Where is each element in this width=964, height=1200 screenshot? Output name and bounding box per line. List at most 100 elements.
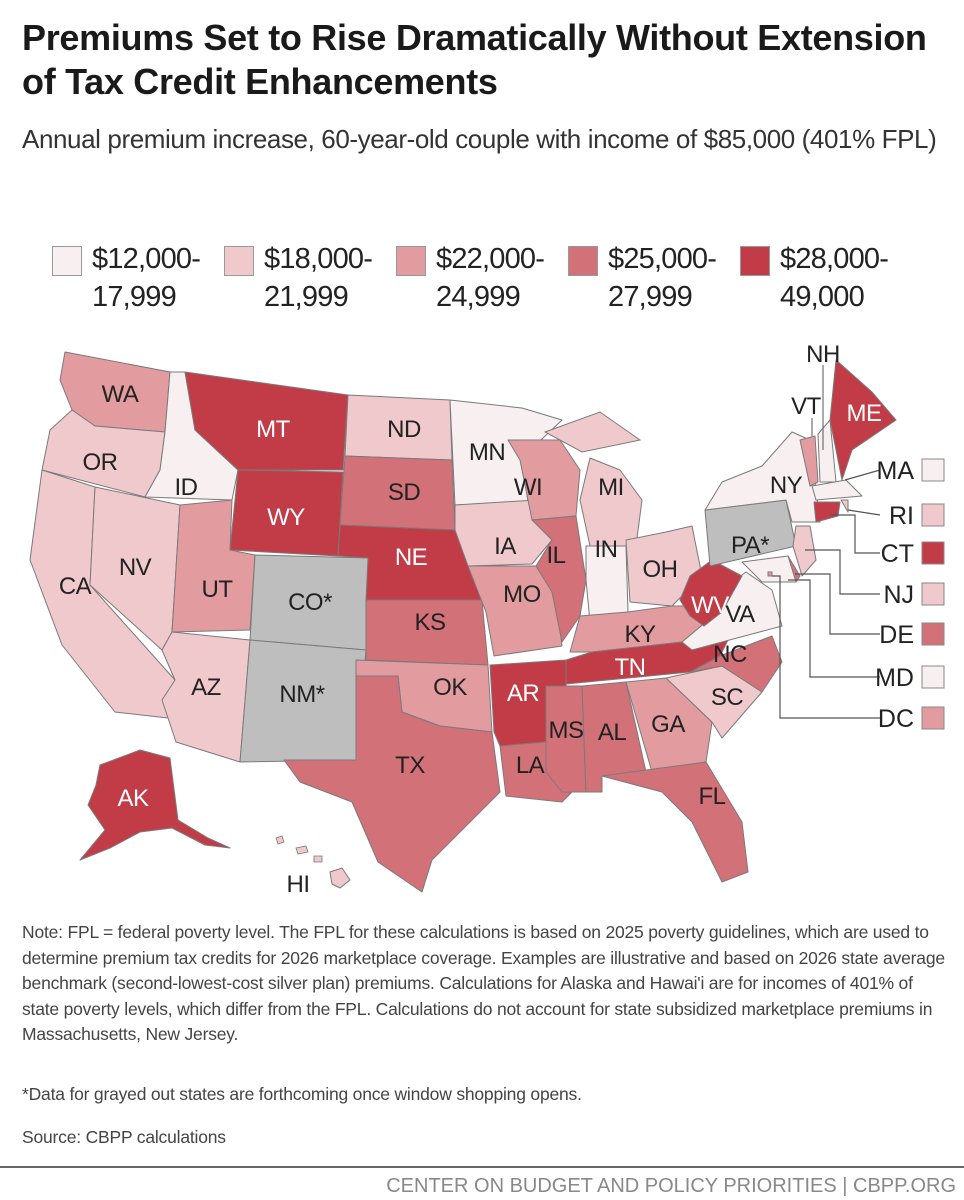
state-mi[interactable]	[579, 457, 643, 547]
legend-label: 24,999	[436, 281, 521, 313]
state-hi-island	[313, 855, 323, 863]
state-label-ky: KY	[624, 621, 656, 648]
state-label-ri: RI	[889, 502, 914, 530]
state-hi-island	[275, 835, 285, 845]
legend-label: 17,999	[92, 281, 177, 313]
state-label-nd: ND	[387, 416, 421, 443]
legend-label: $22,000-	[436, 243, 545, 275]
legend-item-5: $28,000- 49,000	[740, 240, 912, 316]
legend-swatch	[396, 246, 426, 276]
state-label-ga: GA	[651, 711, 685, 738]
state-label-nj: NJ	[883, 581, 914, 609]
state-label-il: IL	[546, 542, 565, 569]
state-label-la: LA	[516, 752, 545, 779]
state-il[interactable]	[531, 515, 587, 643]
swatch-ma	[921, 458, 945, 482]
state-label-de: DE	[879, 621, 914, 649]
state-label-tn: TN	[615, 654, 646, 681]
state-label-tx: TX	[395, 752, 425, 779]
state-label-wa: WA	[102, 381, 139, 408]
chart-title: Premiums Set to Rise Dramatically Withou…	[22, 17, 927, 102]
leader-line-ri	[847, 509, 881, 516]
state-label-oh: OH	[643, 556, 678, 583]
state-label-fl: FL	[698, 783, 725, 810]
swatch-de	[921, 622, 945, 646]
state-dc[interactable]	[767, 571, 773, 577]
state-label-az: AZ	[191, 674, 221, 701]
state-label-wi: WI	[514, 474, 542, 501]
state-label-ak: AK	[117, 785, 149, 812]
state-label-or: OR	[83, 449, 118, 476]
state-label-ma: MA	[877, 457, 915, 485]
state-label-va: VA	[725, 601, 755, 628]
swatch-dc	[921, 706, 945, 730]
state-vt[interactable]	[799, 435, 819, 487]
state-md[interactable]	[741, 555, 797, 583]
legend-item-2: $18,000- 21,999	[224, 240, 396, 316]
legend-label: $12,000-	[92, 243, 201, 275]
leader-line-ma	[844, 469, 881, 481]
state-me[interactable]	[829, 359, 897, 481]
legend-swatch	[224, 246, 254, 276]
state-mt[interactable]	[184, 371, 349, 471]
state-label-nv: NV	[119, 554, 152, 581]
legend-label: $18,000-	[264, 243, 373, 275]
legend-label: 21,999	[264, 281, 349, 313]
swatch-ct	[921, 541, 945, 565]
us-map: WA OR CA NV ID MT WY UT CO* AZ NM* ND SD NE KS OK TX MN IA…	[29, 341, 945, 898]
legend-label: $28,000-	[780, 243, 889, 275]
state-mi-upper-peninsula[interactable]	[543, 411, 642, 453]
chart-subtitle: Annual premium increase, 60-year-old cou…	[22, 124, 937, 154]
source: Source: CBPP calculations	[22, 1127, 226, 1147]
state-label-ks: KS	[414, 609, 445, 636]
state-label-ca: CA	[59, 573, 92, 600]
state-label-ut: UT	[202, 576, 234, 603]
state-ma[interactable]	[811, 479, 863, 501]
state-ms[interactable]	[545, 685, 587, 793]
state-label-co: CO*	[288, 589, 332, 616]
legend-swatch	[568, 246, 598, 276]
leader-line-nj	[805, 549, 880, 595]
state-hi[interactable]	[329, 867, 351, 889]
state-ct[interactable]	[813, 501, 841, 523]
state-label-me: ME	[847, 400, 882, 427]
state-label-wv: WV	[691, 592, 729, 619]
legend-label: 27,999	[608, 281, 693, 313]
state-ak[interactable]	[79, 749, 231, 861]
legend-swatch	[52, 246, 82, 276]
legend-label: 49,000	[780, 281, 865, 313]
state-hi-island	[295, 845, 309, 855]
divider	[0, 1166, 964, 1168]
swatch-nj	[921, 582, 945, 606]
state-label-ok: OK	[433, 674, 467, 701]
state-tx[interactable]	[283, 675, 501, 893]
footer-credit: CENTER ON BUDGET AND POLICY PRIORITIES |…	[386, 1175, 956, 1197]
state-nj[interactable]	[792, 525, 817, 577]
state-label-ct: CT	[881, 540, 914, 568]
legend-swatch	[740, 246, 770, 276]
footnote: *Data for grayed out states are forthcom…	[22, 1084, 582, 1104]
state-label-ar: AR	[507, 680, 540, 707]
state-label-hi: HI	[287, 871, 310, 898]
state-fl[interactable]	[601, 761, 749, 883]
leader-line-ct	[830, 514, 880, 554]
leader-line-de	[795, 573, 880, 635]
state-ri[interactable]	[840, 499, 849, 513]
leader-line-dc	[772, 575, 880, 719]
state-label-mt: MT	[256, 416, 290, 443]
state-label-sc: SC	[711, 684, 744, 711]
state-label-ny: NY	[770, 472, 803, 499]
state-label-in: IN	[595, 536, 618, 563]
state-label-nm: NM*	[279, 681, 324, 708]
state-label-nh: NH	[806, 341, 840, 368]
state-label-pa: PA*	[731, 532, 769, 559]
state-label-al: AL	[598, 719, 627, 746]
notes: Note: FPL = federal poverty level. The F…	[22, 922, 945, 1044]
state-label-mo: MO	[503, 581, 541, 608]
state-label-wy: WY	[267, 504, 305, 531]
state-label-nc: NC	[713, 641, 747, 668]
state-va[interactable]	[681, 571, 783, 651]
state-nc[interactable]	[689, 635, 783, 693]
legend: $12,000- 17,999 $18,000- 21,999 $22,000- 24…	[52, 240, 912, 316]
swatch-md	[921, 665, 945, 689]
